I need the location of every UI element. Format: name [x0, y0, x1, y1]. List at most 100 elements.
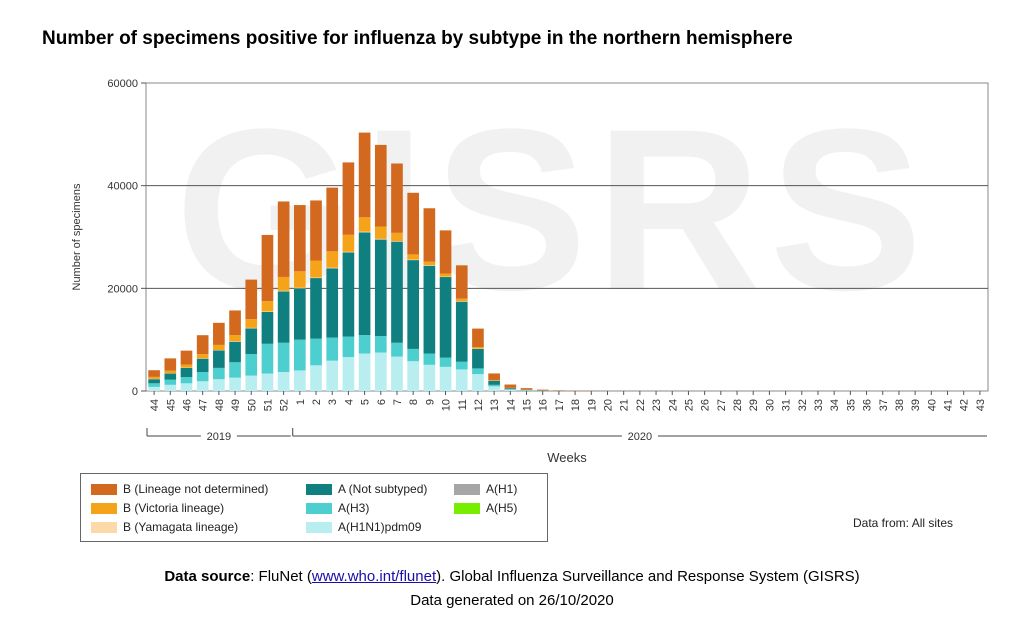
- bar-segment: [213, 379, 225, 391]
- x-tick-label: 18: [570, 399, 582, 411]
- bar-segment: [277, 276, 290, 291]
- bar-segment: [472, 348, 484, 369]
- bar-segment: [245, 327, 258, 329]
- legend-item-a-h1: A(H1): [454, 482, 517, 496]
- bar-segment: [407, 259, 420, 261]
- bar-segment: [293, 287, 306, 289]
- bar-segment: [148, 383, 160, 387]
- bar-segment: [293, 205, 306, 272]
- x-tick-label: 34: [829, 399, 841, 411]
- x-tick-label: 14: [505, 399, 517, 411]
- legend-swatch: [91, 521, 117, 533]
- bar-segment: [488, 386, 500, 391]
- data-from-note: Data from: All sites: [853, 516, 954, 530]
- x-tick-label: 38: [894, 399, 906, 411]
- legend: B (Lineage not determined) B (Victoria l…: [80, 473, 548, 542]
- bar-segment: [472, 328, 484, 348]
- x-tick-label: 45: [165, 399, 177, 411]
- bar-segment: [326, 360, 339, 391]
- bar-segment: [180, 367, 193, 378]
- legend-swatch: [306, 521, 332, 533]
- bar-segment: [342, 336, 355, 358]
- bar-segment: [504, 389, 517, 391]
- legend-swatch: [91, 502, 117, 514]
- legend-item-a-h3: A(H3): [306, 501, 369, 515]
- bar-segment: [310, 200, 322, 261]
- legend-label: A(H1N1)pdm09: [338, 520, 422, 534]
- bar-segment: [213, 322, 225, 345]
- bar-segment: [261, 234, 274, 302]
- x-tick-label: 35: [845, 399, 857, 411]
- x-tick-label: 5: [360, 399, 372, 405]
- legend-item-b-victoria-lineage: B (Victoria lineage): [91, 501, 224, 515]
- x-tick-label: 39: [910, 399, 922, 411]
- x-tick-label: 4: [343, 399, 355, 405]
- bar-segment: [310, 278, 322, 339]
- legend-swatch: [454, 502, 480, 514]
- bar-segment: [374, 239, 387, 337]
- bar-segment: [472, 374, 484, 391]
- y-tick-label: 0: [132, 386, 138, 398]
- bar-segment: [423, 353, 436, 365]
- data-generated-line: Data generated on 26/10/2020: [410, 592, 614, 609]
- bar-segment: [277, 372, 290, 391]
- bar-segment: [455, 301, 468, 362]
- bar-segment: [213, 344, 225, 351]
- year-label: 2020: [628, 431, 652, 443]
- x-tick-label: 22: [635, 399, 647, 411]
- legend-item-b-lineage-not-determined: B (Lineage not determined): [91, 482, 268, 496]
- bar-segment: [310, 365, 322, 391]
- bar-segment: [358, 232, 371, 336]
- bar-segment: [439, 277, 452, 358]
- bar-segment: [407, 361, 420, 391]
- bar-segment: [310, 338, 322, 366]
- bar-segment: [407, 254, 420, 260]
- bar-segment: [358, 132, 371, 218]
- bar-segment: [245, 328, 258, 355]
- legend-label: A(H5): [486, 501, 518, 515]
- x-tick-label: 42: [959, 399, 971, 411]
- bar-segment: [407, 348, 420, 362]
- x-tick-label: 6: [376, 399, 388, 405]
- x-tick-label: 11: [457, 399, 469, 410]
- data-source-pre: : FluNet (: [250, 568, 312, 585]
- bar-segment: [391, 163, 403, 233]
- x-tick-label: 20: [602, 399, 614, 411]
- bar-segment: [277, 342, 290, 373]
- legend-label: A (Not subtyped): [338, 482, 428, 496]
- flunet-link[interactable]: www.who.int/flunet: [311, 568, 437, 585]
- bar-segment: [180, 364, 193, 368]
- bar-segment: [374, 226, 387, 239]
- x-tick-label: 49: [230, 399, 242, 411]
- bar-segment: [326, 268, 339, 338]
- bar-segment: [196, 354, 209, 359]
- x-tick-label: 33: [813, 399, 825, 411]
- bar-segment: [245, 354, 258, 376]
- x-tick-label: 28: [732, 399, 744, 411]
- x-tick-label: 9: [424, 399, 436, 405]
- legend-label: A(H1): [486, 482, 518, 496]
- x-tick-label: 37: [878, 399, 890, 411]
- bar-segment: [229, 362, 241, 378]
- bar-segment: [455, 298, 468, 302]
- x-tick-label: 19: [586, 399, 598, 411]
- year-label: 2019: [207, 431, 231, 443]
- legend-swatch: [91, 483, 117, 495]
- bar-segment: [229, 335, 241, 342]
- y-tick-label: 20000: [107, 283, 138, 295]
- x-tick-label: 23: [651, 399, 663, 411]
- bar-segment: [488, 380, 500, 381]
- x-tick-label: 13: [489, 399, 501, 411]
- bar-segment: [326, 337, 339, 361]
- bar-segment: [342, 251, 355, 253]
- bar-segment: [472, 368, 484, 375]
- x-tick-label: 48: [214, 399, 226, 411]
- bar-segment: [180, 383, 193, 391]
- plot-frame: [145, 82, 989, 392]
- x-tick-label: 51: [262, 399, 274, 411]
- legend-label: B (Yamagata lineage): [123, 520, 239, 534]
- bar-segment: [423, 364, 436, 391]
- bar-segment: [536, 389, 549, 391]
- bar-segment: [423, 265, 436, 354]
